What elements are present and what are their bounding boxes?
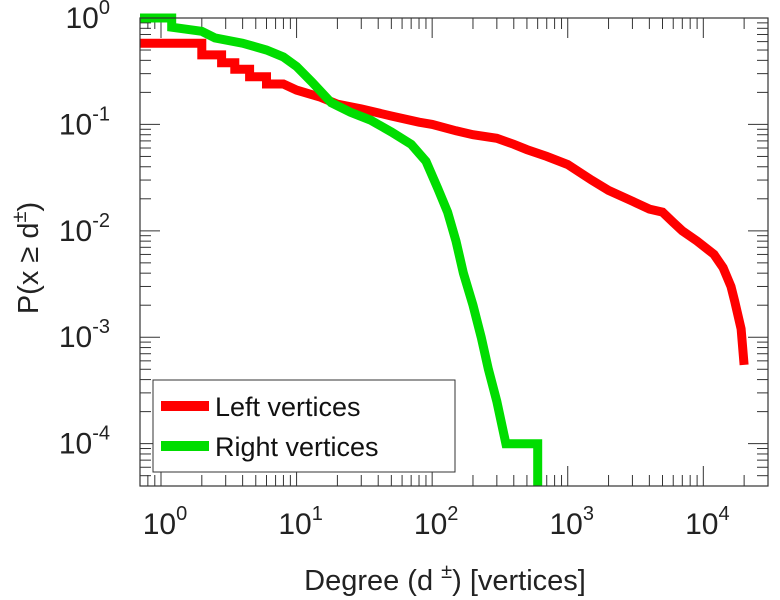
legend: Left vertices Right vertices [152,379,456,473]
x-tick-label: 104 [685,503,730,541]
x-tick-label: 102 [414,503,459,541]
series-lines [140,13,749,486]
y-tick-label: 10-4 [59,423,110,461]
series-line-right-vertices [140,13,543,486]
series-line-left-vertices [140,38,749,366]
y-tick-label: 10-2 [59,210,110,248]
y-tick-label: 10-3 [59,316,110,354]
x-axis-label: Degree (d ±) [vertices] [304,561,586,597]
y-tick-label: 10-1 [59,103,110,141]
tick-labels: 100 101 102 103 104 100 10-1 10-2 10-3 10-4 [59,0,730,541]
tick-marks [139,17,769,487]
y-axis-label: P(x ≥ d±) [9,202,45,314]
y-tick-label: 100 [66,0,111,35]
legend-label: Left vertices [215,392,361,422]
x-tick-label: 103 [549,503,594,541]
legend-box [152,379,456,473]
legend-label: Right vertices [215,432,379,462]
x-tick-label: 100 [143,503,188,541]
x-tick-label: 101 [278,503,323,541]
plot-frame [139,17,769,487]
